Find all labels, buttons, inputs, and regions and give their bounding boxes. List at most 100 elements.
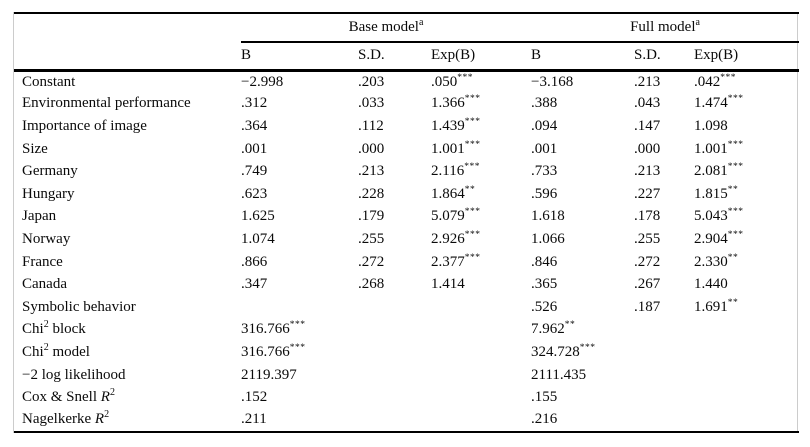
cell-value: 2.377: [431, 253, 465, 270]
table-row: Chi2 block 316.766*** 7.962**: [14, 319, 799, 342]
table-row: Symbolic behavior .526 .187 1.691**: [14, 296, 799, 319]
table-row: Hungary .623.228 1.864** .596.227 1.815**: [14, 183, 799, 206]
significance-stars: ***: [727, 162, 744, 173]
cell-value: .365: [531, 276, 558, 293]
data-cell: .000: [634, 138, 694, 161]
cell-value: .733: [531, 163, 558, 180]
label-text: block: [48, 321, 86, 338]
cell-value: .388: [531, 95, 558, 112]
cell-value: .000: [358, 140, 385, 157]
cell-value: .050: [431, 73, 458, 90]
significance-stars: ***: [457, 72, 473, 83]
cell-value: 5.079: [431, 208, 465, 225]
data-cell: .216: [531, 408, 634, 433]
data-cell: .733: [531, 160, 634, 183]
significance-stars: **: [727, 297, 739, 308]
row-label: Symbolic behavior: [14, 296, 241, 319]
cell-value: .213: [358, 163, 385, 180]
label-text: Cox & Snell: [22, 389, 101, 406]
data-cell: .312: [241, 93, 358, 116]
cell-value: .203: [358, 73, 385, 90]
data-cell: 316.766***: [241, 341, 358, 364]
table-row: Norway 1.074.255 2.926*** 1.066.255 2.904***: [14, 228, 799, 251]
data-cell: .623: [241, 183, 358, 206]
significance-stars: ***: [464, 162, 480, 173]
data-cell: [634, 386, 694, 409]
significance-stars: ***: [727, 229, 744, 240]
column-header-base-b: B: [241, 42, 358, 72]
cell-value: .152: [241, 389, 268, 406]
row-label: France: [14, 251, 241, 274]
cell-value: 1.001: [694, 140, 728, 157]
cell-value: .749: [241, 163, 268, 180]
data-cell: 1.618: [531, 206, 634, 229]
data-cell: .272: [634, 251, 694, 274]
base-model-footnote-mark: a: [418, 17, 424, 28]
significance-stars: **: [464, 184, 476, 195]
table-row: −2 log likelihood 2119.397 2111.435: [14, 364, 799, 387]
cell-value: .268: [358, 276, 385, 293]
data-cell: 1.474***: [694, 93, 799, 116]
significance-stars: **: [564, 320, 576, 331]
data-cell: .749: [241, 160, 358, 183]
data-cell: 1.074: [241, 228, 358, 251]
data-cell: .147: [634, 115, 694, 138]
data-cell: 1.001***: [694, 138, 799, 161]
significance-stars: ***: [727, 94, 744, 105]
row-label: Germany: [14, 160, 241, 183]
data-cell: 1.625: [241, 206, 358, 229]
row-label: Nagelkerke R2: [14, 408, 241, 433]
data-cell: .112: [358, 115, 431, 138]
data-cell: 1.001***: [431, 138, 531, 161]
significance-stars: ***: [720, 72, 736, 83]
cell-value: 2.926: [431, 230, 465, 247]
table-row: Size .001.000 1.001*** .001.000 1.001***: [14, 138, 799, 161]
significance-stars: ***: [727, 139, 744, 150]
cell-value: 1.066: [531, 230, 565, 247]
data-cell: [634, 341, 694, 364]
cell-value: .228: [358, 185, 385, 202]
data-cell: 324.728***: [531, 341, 634, 364]
data-cell: 2119.397: [241, 364, 358, 387]
data-cell: .203: [358, 70, 431, 93]
data-cell: .213: [634, 160, 694, 183]
data-cell: [694, 364, 799, 387]
data-cell: 1.440: [694, 273, 799, 296]
cell-value: −2.998: [241, 73, 284, 90]
base-model-label: Base model: [348, 19, 419, 35]
data-cell: [358, 341, 431, 364]
data-cell: −3.168: [531, 70, 634, 93]
cell-value: .147: [634, 117, 661, 134]
table-header: Base modela Full modela B S.D. Exp(B) B …: [14, 12, 800, 72]
table-row: Cox & Snell R2.152.155: [14, 386, 799, 409]
regression-results-table: Base modela Full modela B S.D. Exp(B) B …: [14, 12, 800, 433]
cell-value: .001: [241, 140, 268, 157]
data-cell: [358, 364, 431, 387]
label-text: Hungary: [22, 185, 75, 202]
cell-value: 1.439: [431, 117, 465, 134]
data-cell: −2.998: [241, 70, 358, 93]
cell-value: .187: [634, 298, 661, 315]
data-cell: .042***: [694, 70, 799, 93]
cell-value: .000: [634, 140, 661, 157]
row-label: Cox & Snell R2: [14, 386, 241, 409]
data-cell: [694, 341, 799, 364]
label-text: Norway: [22, 230, 71, 247]
corner-cell: [14, 12, 241, 42]
data-cell: 1.414: [431, 273, 531, 296]
data-cell: [431, 408, 531, 433]
full-model-label: Full model: [630, 19, 696, 35]
data-cell: 2111.435: [531, 364, 634, 387]
label-text: −2 log likelihood: [22, 366, 126, 383]
significance-stars: ***: [289, 342, 306, 353]
data-cell: .000: [358, 138, 431, 161]
data-cell: .227: [634, 183, 694, 206]
row-label: Japan: [14, 206, 241, 229]
label-superscript: 2: [109, 387, 115, 399]
cell-value: .094: [531, 117, 558, 134]
data-cell: .526: [531, 296, 634, 319]
data-cell: 2.377***: [431, 251, 531, 274]
data-cell: 1.691**: [694, 296, 799, 319]
data-cell: [694, 319, 799, 342]
cell-value: .596: [531, 185, 558, 202]
